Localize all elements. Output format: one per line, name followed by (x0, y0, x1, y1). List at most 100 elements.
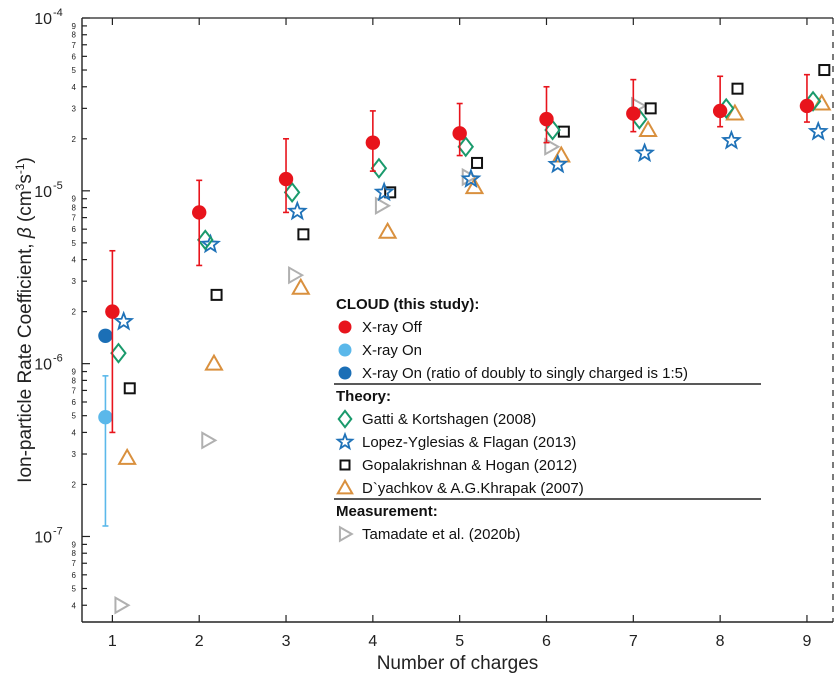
data-point (544, 119, 561, 141)
data-point (98, 409, 113, 425)
y-minor-tick-label: 4 (72, 601, 77, 610)
data-point (286, 200, 308, 221)
data-point (192, 205, 207, 220)
y-minor-tick-label: 5 (72, 412, 77, 421)
y-minor-tick-label: 7 (72, 214, 77, 223)
data-point (638, 119, 658, 137)
data-point (201, 431, 218, 450)
data-point (204, 353, 224, 371)
data-point (634, 142, 656, 163)
y-tick-label-exponent: -5 (53, 180, 63, 192)
data-point (370, 157, 388, 179)
data-point (297, 228, 310, 241)
y-minor-tick-label: 3 (72, 450, 77, 459)
data-point (544, 137, 561, 156)
data-point (114, 596, 131, 615)
legend-entry: D`yachkov & A.G.Khrapak (2007) (336, 478, 584, 497)
data-point (377, 221, 398, 239)
data-point (720, 129, 742, 150)
legend-label: D`yachkov & A.G.Khrapak (2007) (362, 480, 584, 497)
error-bar (717, 75, 724, 128)
y-minor-tick-label: 6 (72, 52, 77, 61)
data-point (464, 177, 485, 195)
y-minor-tick-label: 8 (72, 549, 77, 558)
data-point (199, 233, 221, 254)
legend-entry: Gatti & Kortshagen (2008) (337, 409, 536, 429)
data-point (818, 64, 831, 77)
legend-label: Gatti & Kortshagen (2008) (362, 411, 536, 428)
legend-entry: X-ray Off (338, 319, 423, 336)
y-minor-tick-label: 2 (72, 480, 77, 489)
data-point (373, 181, 395, 202)
y-axis-title-part: 3 (13, 183, 27, 190)
data-point (98, 328, 113, 343)
data-point (278, 171, 294, 187)
y-tick-label-exponent: -7 (53, 525, 63, 537)
x-tick-label: 2 (195, 633, 204, 650)
data-point (288, 265, 305, 285)
legend-marker (335, 431, 355, 451)
data-point (365, 135, 381, 150)
y-tick-label: 10 (34, 357, 52, 374)
series-1 (105, 73, 815, 434)
data-point (105, 304, 120, 319)
data-point (811, 93, 832, 111)
legend-label: X-ray On (ratio of doubly to singly char… (362, 365, 688, 382)
legend-label: Lopez-Yglesias & Flagan (2013) (362, 434, 576, 451)
y-minor-tick-label: 6 (72, 225, 77, 234)
y-minor-tick-label: 4 (72, 256, 77, 265)
data-point (123, 382, 136, 395)
y-minor-tick-label: 3 (72, 104, 77, 113)
data-point (460, 167, 482, 188)
legend-entry: X-ray On (338, 342, 422, 359)
data-point (283, 181, 301, 203)
y-minor-tick-label: 5 (72, 239, 77, 248)
data-point (113, 310, 135, 331)
x-tick-label: 5 (455, 633, 464, 650)
legend-marker (338, 525, 354, 543)
legend-label: Gopalakrishnan & Hogan (2012) (362, 457, 577, 474)
legend-marker (338, 320, 352, 334)
data-point (210, 288, 223, 301)
y-minor-tick-label: 9 (72, 540, 77, 549)
legend-entry: Lopez-Yglesias & Flagan (2013) (335, 431, 576, 451)
y-tick-label-exponent: -4 (53, 7, 63, 19)
y-minor-tick-label: 4 (72, 428, 77, 437)
x-tick-label: 6 (542, 633, 551, 650)
legend-marker (336, 478, 354, 495)
y-minor-tick-label: 7 (72, 386, 77, 395)
y-axis-title-part: (cm (15, 190, 36, 227)
y-axis-title: Ion-particle Rate Coefficient, β (cm3s-1… (13, 157, 36, 483)
x-tick-label: 3 (282, 633, 291, 650)
legend-entry: X-ray On (ratio of doubly to singly char… (338, 365, 688, 382)
data-point (626, 106, 641, 121)
data-point (117, 447, 137, 465)
legend-heading: Measurement: (336, 503, 438, 520)
x-axis-title: Number of charges (377, 653, 539, 674)
y-minor-tick-label: 9 (72, 22, 77, 31)
data-point (547, 153, 569, 174)
data-point (539, 111, 554, 127)
error-bar (630, 78, 637, 133)
y-minor-tick-label: 9 (72, 368, 77, 377)
legend-marker (338, 366, 352, 380)
data-point (807, 120, 829, 141)
data-point (457, 136, 475, 158)
y-axis-title-part: -1 (13, 163, 27, 174)
legend: CLOUD (this study): X-ray Off X-ray On X-ra… (334, 296, 761, 543)
legend-entry: Tamadate et al. (2020b) (338, 525, 520, 543)
data-point (384, 186, 397, 199)
data-point (374, 196, 392, 215)
data-point (799, 98, 815, 114)
y-minor-tick-label: 6 (72, 398, 77, 407)
x-tick-label: 1 (108, 633, 117, 650)
y-minor-tick-label: 7 (72, 559, 77, 568)
y-axis-title-part: s (15, 174, 36, 184)
y-minor-tick-label: 3 (72, 277, 77, 286)
y-minor-tick-label: 5 (72, 585, 77, 594)
data-point (110, 342, 127, 364)
legend-heading: Theory: (336, 388, 391, 405)
legend-label: X-ray Off (362, 319, 423, 336)
legend-marker (338, 343, 352, 357)
